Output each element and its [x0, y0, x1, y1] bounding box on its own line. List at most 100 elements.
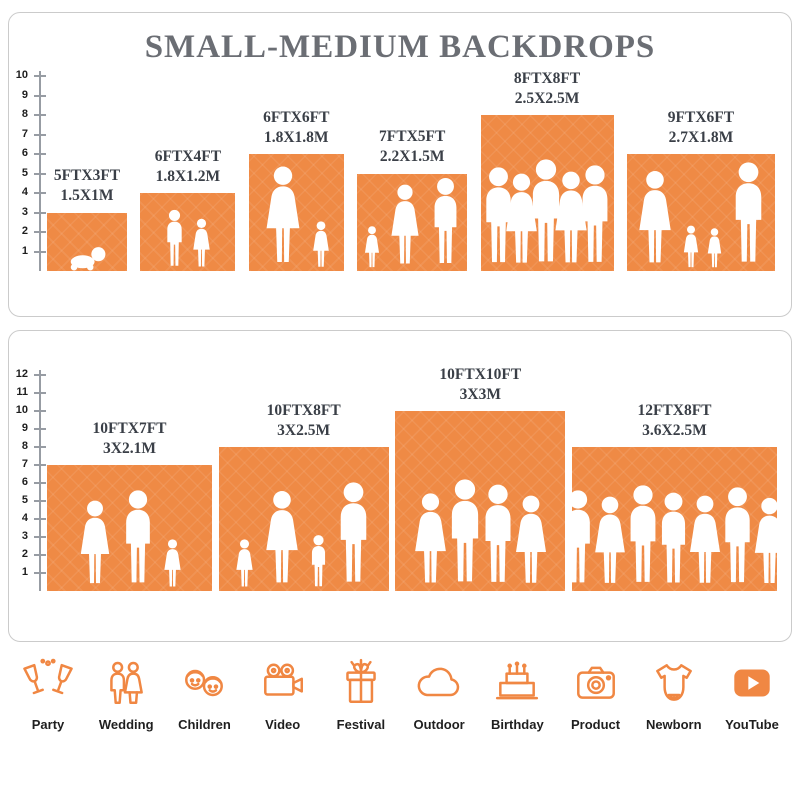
- category-label: Party: [31, 717, 65, 732]
- size-ft-label: 8FTX8FT: [513, 69, 581, 87]
- category-label: Video: [265, 717, 301, 732]
- bar-label: 9FTX6FT 2.7X1.8M: [668, 108, 734, 148]
- outdoor-icon: [417, 667, 460, 697]
- backdrop-bar-8x8: 8FTX8FT 2.5X2.5M: [480, 69, 615, 271]
- category-label: Children: [178, 717, 231, 732]
- backdrop-bar-rect: [480, 115, 615, 271]
- category-label: Product: [570, 717, 621, 732]
- child-silhouette-icon: [163, 209, 186, 271]
- wedding-icon: [110, 661, 144, 705]
- girl-silhouette-icon: [161, 539, 184, 591]
- category-label: Festival: [336, 717, 386, 732]
- size-ft-label: 9FTX6FT: [667, 108, 735, 126]
- category-label: Outdoor: [413, 717, 465, 732]
- woman-silhouette-icon: [633, 170, 677, 271]
- category-video: Video: [247, 658, 319, 732]
- y-axis-ruler: 1 2 3 4 5 6 7 8 9 10 11 12: [13, 368, 46, 591]
- backdrop-bar-12x8: 12FTX8FT 3.6X2.5M: [572, 401, 777, 591]
- backdrop-bar-7x5: 7FTX5FT 2.2X1.5M: [357, 127, 468, 271]
- bar-label: 12FTX8FT 3.6X2.5M: [637, 401, 711, 441]
- man-silhouette-icon: [428, 177, 463, 271]
- bar-label: 6FTX4FT 1.8X1.2M: [155, 147, 221, 187]
- backdrop-bar-10x10: 10FTX10FT 3X3M: [395, 365, 566, 591]
- category-label: Birthday: [490, 717, 544, 732]
- category-label: Wedding: [98, 717, 154, 732]
- newborn-icon: [655, 664, 692, 701]
- size-m-label: 2.2X1.5M: [379, 148, 445, 166]
- backdrop-bar-10x8: 10FTX8FT 3X2.5M: [218, 401, 389, 591]
- backdrop-bar-rect: [626, 154, 775, 271]
- size-ft-label: 10FTX8FT: [266, 401, 341, 419]
- large-backdrops-panel: 1 2 3 4 5 6 7 8 9 10 11 12 10FTX7FT 3X2.1M 10FTX8FT…: [8, 330, 792, 642]
- bar-label: 10FTX8FT 3X2.5M: [267, 401, 341, 441]
- backdrop-bar-rect: [47, 465, 212, 591]
- category-newborn: Newborn: [638, 658, 710, 732]
- size-m-label: 3X3M: [459, 385, 501, 403]
- backdrop-bar-9x6: 9FTX6FT 2.7X1.8M: [626, 108, 775, 271]
- woman-silhouette-icon: [386, 183, 424, 271]
- size-ft-label: 10FTX10FT: [439, 365, 522, 383]
- birthday-icon: [496, 661, 539, 700]
- backdrop-bar-rect: [395, 411, 566, 591]
- category-row: Party Wedding Children: [12, 658, 788, 732]
- size-ft-label: 12FTX8FT: [637, 401, 712, 419]
- bars-row: 5FTX3FT 1.5X1M 6FTX4FT 1.8X1.2M: [47, 69, 775, 271]
- man-silhouette-icon: [575, 165, 615, 271]
- backdrop-bar-5x3: 5FTX3FT 1.5X1M: [47, 166, 127, 271]
- size-ft-label: 10FTX7FT: [92, 419, 167, 437]
- bar-label: 10FTX10FT 3X3M: [439, 365, 521, 405]
- girl-silhouette-icon: [705, 228, 724, 271]
- bars-row: 10FTX7FT 3X2.1M 10FTX8FT 3X2.5M: [47, 365, 777, 591]
- backdrop-bar-10x7: 10FTX7FT 3X2.1M: [47, 419, 212, 591]
- size-ft-label: 7FTX5FT: [379, 128, 446, 146]
- backdrop-bar-rect: [140, 193, 236, 271]
- backdrop-bar-rect: [218, 447, 389, 591]
- girl-silhouette-icon: [362, 226, 382, 271]
- woman-silhouette-icon: [75, 500, 115, 591]
- girl-silhouette-icon: [233, 539, 256, 591]
- size-m-label: 2.5X2.5M: [514, 89, 580, 107]
- backdrop-bar-rect: [47, 212, 127, 271]
- size-ft-label: 6FTX6FT: [263, 108, 330, 126]
- size-m-label: 3X2.5M: [277, 421, 331, 439]
- bar-label: 10FTX7FT 3X2.1M: [92, 419, 166, 459]
- category-outdoor: Outdoor: [403, 658, 475, 732]
- baby-silhouette-icon: [67, 245, 107, 271]
- small-medium-backdrops-panel: SMALL-MEDIUM BACKDROPS 1 2 3 4 5 6 7 8 9 10 5FTX3…: [8, 12, 792, 317]
- party-icon: [23, 658, 73, 695]
- bar-label: 6FTX6FT 1.8X1.8M: [263, 108, 329, 148]
- video-icon: [263, 663, 303, 696]
- bar-label: 8FTX8FT 2.5X2.5M: [514, 69, 580, 109]
- girl-silhouette-icon: [681, 225, 701, 271]
- category-label: YouTube: [725, 717, 779, 732]
- category-birthday: Birthday: [481, 658, 553, 732]
- girl-silhouette-icon: [310, 221, 332, 271]
- y-axis-ruler: 1 2 3 4 5 6 7 8 9 10: [13, 69, 46, 271]
- size-m-label: 3X2.1M: [103, 439, 156, 457]
- girl-silhouette-icon: [190, 218, 213, 271]
- backdrop-bar-rect: [572, 447, 777, 591]
- size-ft-label: 5FTX3FT: [53, 167, 121, 185]
- child-silhouette-icon: [308, 534, 329, 591]
- man-silhouette-icon: [119, 490, 157, 591]
- size-ft-label: 6FTX4FT: [154, 147, 222, 165]
- festival-icon: [346, 658, 376, 703]
- category-festival: Festival: [325, 658, 397, 732]
- category-children: Children: [168, 658, 240, 732]
- size-m-label: 1.8X1.2M: [155, 167, 221, 185]
- bar-label: 5FTX3FT 1.5X1M: [54, 166, 120, 206]
- size-m-label: 1.8X1.8M: [263, 128, 329, 146]
- backdrop-bar-rect: [357, 173, 468, 271]
- man-silhouette-icon: [728, 162, 769, 271]
- category-wedding: Wedding: [90, 658, 162, 732]
- children-icon: [185, 669, 224, 697]
- size-m-label: 2.7X1.8M: [668, 128, 734, 146]
- category-label: Newborn: [645, 717, 702, 732]
- backdrop-bar-6x6: 6FTX6FT 1.8X1.8M: [248, 108, 344, 271]
- size-m-label: 1.5X1M: [60, 187, 114, 205]
- category-product: Product: [560, 658, 632, 732]
- page-title: SMALL-MEDIUM BACKDROPS: [144, 29, 656, 65]
- category-youtube: YouTube: [716, 658, 788, 732]
- woman-silhouette-icon: [749, 497, 790, 591]
- product-icon: [576, 666, 615, 699]
